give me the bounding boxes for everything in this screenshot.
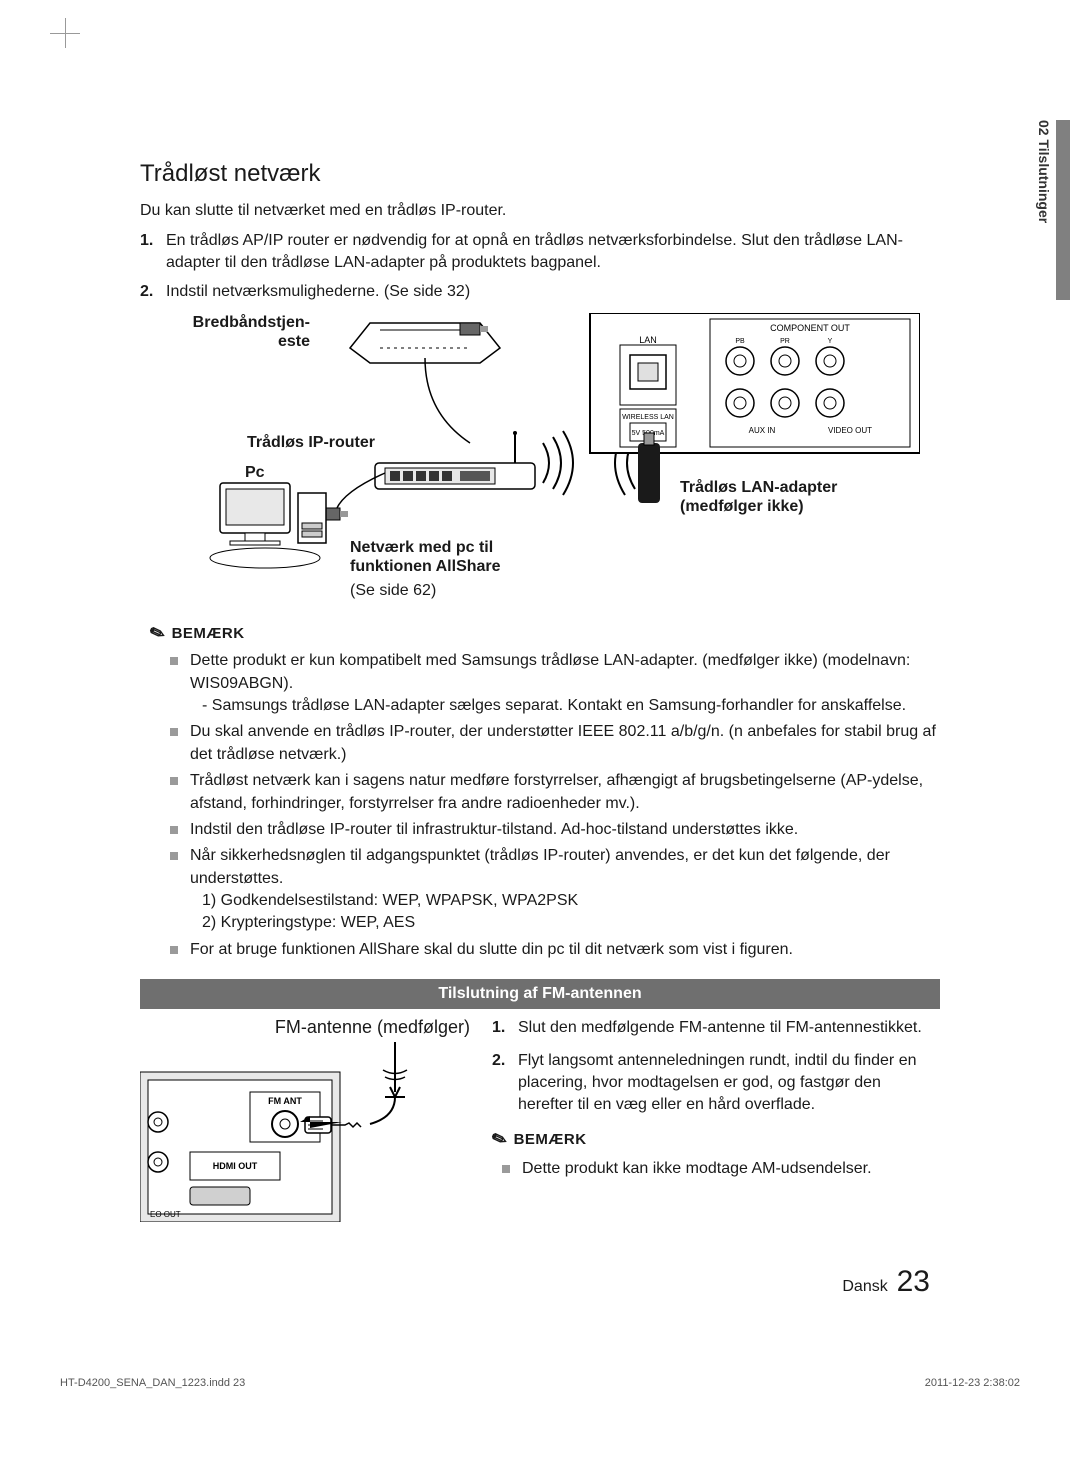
note-icon: ✎ [147, 621, 169, 646]
footer-meta: HT-D4200_SENA_DAN_1223.indd 23 2011-12-2… [60, 1377, 1020, 1389]
svg-text:AUX IN: AUX IN [749, 426, 776, 435]
svg-text:HDMI OUT: HDMI OUT [213, 1161, 258, 1171]
svg-text:LAN: LAN [639, 335, 657, 345]
svg-text:VIDEO OUT: VIDEO OUT [828, 426, 872, 435]
fm-antenna-label: FM-antenne (medfølger) [140, 1017, 480, 1038]
svg-text:EO OUT: EO OUT [150, 1210, 181, 1219]
diagram-label-pcnet: Netværk med pc til funktionen AllShare [350, 538, 501, 576]
note-item: Dette produkt er kun kompatibelt med Sam… [190, 650, 940, 717]
note-heading: ✎ BEMÆRK [150, 623, 940, 644]
note-item: Når sikkerhedsnøglen til adgangspunktet … [190, 845, 940, 935]
svg-text:FM ANT: FM ANT [268, 1096, 302, 1106]
footer-timestamp: 2011-12-23 2:38:02 [925, 1377, 1020, 1389]
step-item: 1.En trådløs AP/IP router er nødvendig f… [166, 230, 940, 275]
fm-note-heading: ✎ BEMÆRK [492, 1127, 940, 1152]
fm-banner: Tilslutning af FM-antennen [140, 979, 940, 1009]
note-item: For at bruge funktionen AllShare skal du… [190, 939, 940, 961]
side-tab: 02 Tilslutninger [1042, 120, 1070, 300]
svg-text:Y: Y [828, 338, 833, 345]
note-item: Dette produkt kan ikke modtage AM-udsend… [522, 1158, 940, 1180]
footer-page: Dansk 23 [842, 1265, 930, 1299]
svg-text:PB: PB [735, 338, 745, 345]
wireless-network-diagram: LAN WIRELESS LAN 5V 500mA COMPONENT OUT … [160, 313, 920, 613]
diagram-label-pc: Pc [245, 463, 265, 482]
fm-left: FM-antenne (medfølger) FM ANT HDMI OUT E… [140, 1017, 480, 1227]
fm-right: 1.Slut den medfølgende FM-antenne til FM… [492, 1017, 940, 1227]
side-tab-label: 02 Tilslutninger [1036, 120, 1052, 223]
step-item: 2.Indstil netværksmulighederne. (Se side… [166, 281, 940, 303]
diagram-label-router: Trådløs IP-router [215, 433, 375, 452]
svg-text:COMPONENT OUT: COMPONENT OUT [770, 323, 850, 333]
crop-mark [50, 18, 80, 48]
fm-section: FM-antenne (medfølger) FM ANT HDMI OUT E… [140, 1017, 940, 1227]
footer-file: HT-D4200_SENA_DAN_1223.indd 23 [60, 1377, 245, 1389]
page-content: Trådløst netværk Du kan slutte til netvæ… [140, 160, 940, 1227]
section-intro: Du kan slutte til netværket med en trådl… [140, 202, 940, 220]
diagram-label-broadband: Bredbåndstjen- este [170, 313, 310, 351]
fm-diagram: FM ANT HDMI OUT EO OUT [140, 1042, 460, 1222]
fm-step: 1.Slut den medfølgende FM-antenne til FM… [518, 1017, 940, 1039]
note-list: Dette produkt er kun kompatibelt med Sam… [140, 650, 940, 961]
fm-note-list: Dette produkt kan ikke modtage AM-udsend… [492, 1158, 940, 1180]
section-title: Trådløst netværk [140, 160, 940, 188]
note-item: Indstil den trådløse IP-router til infra… [190, 819, 940, 841]
svg-text:WIRELESS LAN: WIRELESS LAN [622, 414, 674, 421]
fm-step: 2.Flyt langsomt antenneledningen rundt, … [518, 1050, 940, 1117]
section-steps: 1.En trådløs AP/IP router er nødvendig f… [140, 230, 940, 303]
svg-text:PR: PR [780, 338, 790, 345]
diagram-label-adapter: Trådløs LAN-adapter (medfølger ikke) [680, 478, 837, 516]
note-icon: ✎ [488, 1125, 511, 1154]
diagram-label-pcnet-sub: (Se side 62) [350, 581, 436, 600]
note-item: Trådløst netværk kan i sagens natur medf… [190, 770, 940, 815]
note-item: Du skal anvende en trådløs IP-router, de… [190, 721, 940, 766]
